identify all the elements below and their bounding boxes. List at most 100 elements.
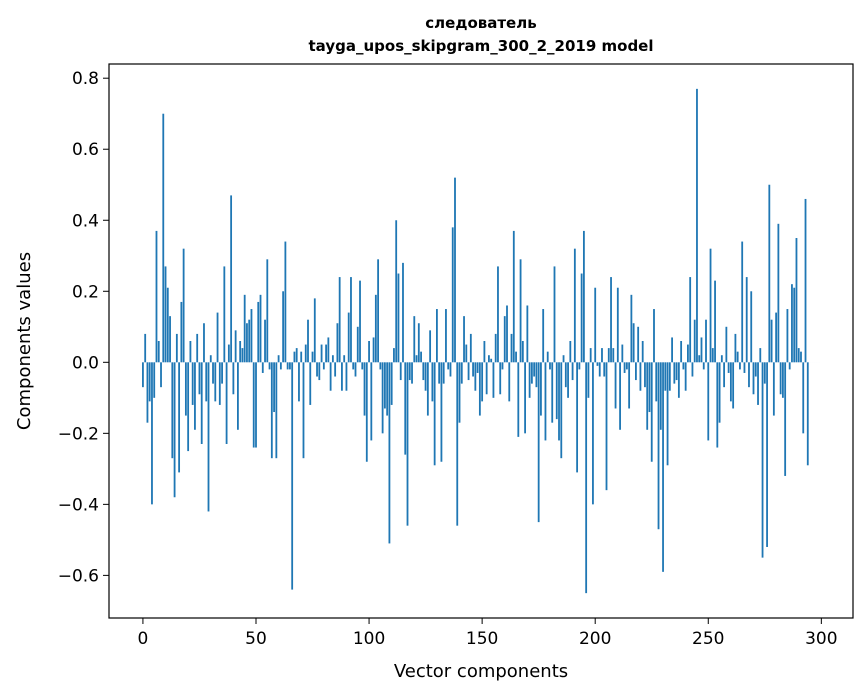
bar xyxy=(594,287,597,363)
bar xyxy=(485,362,488,395)
bar xyxy=(270,362,273,459)
bar xyxy=(187,362,190,452)
bar xyxy=(422,362,425,381)
bar xyxy=(162,113,165,363)
bar xyxy=(519,259,522,363)
bar xyxy=(151,362,153,505)
bar xyxy=(252,362,255,448)
bar xyxy=(336,323,339,363)
bar xyxy=(582,230,585,363)
bar xyxy=(784,362,787,476)
bar xyxy=(433,362,436,466)
bar xyxy=(377,259,380,363)
bar xyxy=(490,358,493,363)
bar xyxy=(212,362,214,384)
bar xyxy=(483,341,486,363)
bar xyxy=(533,362,536,377)
bar xyxy=(241,348,244,363)
bar xyxy=(562,355,565,363)
bar xyxy=(736,351,739,363)
bar xyxy=(535,362,538,388)
bar xyxy=(549,362,551,370)
bar xyxy=(234,330,237,363)
y-axis-label: Components values xyxy=(14,252,35,430)
bar xyxy=(515,351,517,363)
bar xyxy=(725,326,728,363)
bar xyxy=(354,362,357,377)
bar xyxy=(415,355,418,363)
bar xyxy=(763,362,766,384)
bar xyxy=(338,277,341,363)
y-tick-label: 0.6 xyxy=(72,140,99,160)
bar xyxy=(393,348,395,363)
bar xyxy=(720,355,723,363)
bar xyxy=(363,362,366,416)
y-tick-label: 0.0 xyxy=(72,353,99,373)
bar xyxy=(793,287,796,363)
bar xyxy=(300,351,303,363)
bar xyxy=(447,362,450,370)
bar xyxy=(806,362,809,466)
bar xyxy=(334,362,337,377)
bar xyxy=(506,305,508,363)
bar xyxy=(488,355,490,363)
bar xyxy=(205,362,208,402)
plot-frame xyxy=(108,63,854,619)
bar xyxy=(203,323,205,363)
bar xyxy=(261,362,264,373)
bar xyxy=(325,344,327,363)
x-axis-ticks: 0 50 100 150 200 250 300 xyxy=(138,618,838,649)
bar xyxy=(673,362,676,384)
bar xyxy=(571,362,574,381)
bar xyxy=(322,362,325,370)
bar xyxy=(307,319,309,363)
bar xyxy=(630,294,633,363)
bar xyxy=(478,362,481,416)
bar xyxy=(664,362,667,391)
bar xyxy=(592,362,594,505)
y-tick-label: 0.4 xyxy=(72,211,99,231)
bar xyxy=(517,362,520,437)
bar xyxy=(705,319,707,363)
bar xyxy=(476,362,479,373)
bar xyxy=(293,351,296,363)
bar xyxy=(279,362,282,370)
bar xyxy=(282,291,285,363)
bar xyxy=(214,362,217,402)
bar xyxy=(298,362,300,402)
bar xyxy=(436,309,438,363)
x-axis-label: Vector components xyxy=(394,661,568,682)
bar xyxy=(257,301,260,363)
bar xyxy=(682,362,685,370)
bar xyxy=(225,362,228,444)
bar xyxy=(635,362,637,381)
bar xyxy=(637,326,640,363)
bar xyxy=(178,362,181,473)
bar xyxy=(659,362,662,430)
bar xyxy=(569,341,572,363)
bar xyxy=(209,355,212,363)
bar xyxy=(800,351,802,363)
bars-group xyxy=(142,88,820,594)
bar xyxy=(492,362,495,398)
bar xyxy=(707,362,710,441)
bar xyxy=(729,362,732,402)
bar xyxy=(289,362,291,370)
bar xyxy=(248,319,251,363)
bar xyxy=(775,312,778,363)
bar xyxy=(266,259,269,363)
bar xyxy=(503,316,506,363)
bar xyxy=(454,177,456,363)
bar xyxy=(327,337,330,363)
bar xyxy=(311,351,314,363)
bar xyxy=(370,362,373,441)
bar xyxy=(180,301,183,363)
bar xyxy=(426,362,429,416)
bar xyxy=(644,362,646,388)
bar xyxy=(438,362,441,384)
bar xyxy=(716,362,719,448)
bar xyxy=(169,316,171,363)
bar xyxy=(329,362,332,391)
bar xyxy=(343,355,346,363)
bar xyxy=(508,362,511,402)
